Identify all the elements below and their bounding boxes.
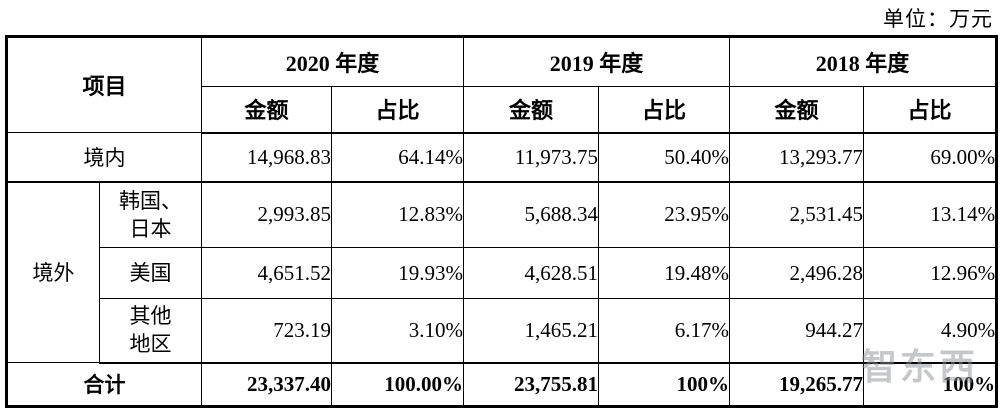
cell-usa-2020-amount: 4,651.52 [201, 247, 333, 299]
header-ratio-2020: 占比 [331, 86, 465, 134]
unit-label: 单位：万元 [883, 7, 993, 31]
cell-domestic-2019-ratio: 50.40% [598, 132, 731, 183]
header-year-2020: 2020 年度 [201, 36, 465, 87]
cell-koreajapan-2020-ratio: 12.83% [331, 181, 465, 248]
header-item: 项目 [5, 36, 203, 133]
cell-domestic-2018-ratio: 69.00% [863, 132, 998, 183]
cell-koreajapan-2019-ratio: 23.95% [598, 181, 731, 248]
cell-usa-2020-ratio: 19.93% [331, 247, 465, 299]
cell-total-2020-amount: 23,337.40 [201, 362, 333, 407]
cell-koreajapan-2018-ratio: 13.14% [863, 181, 998, 248]
table-row-usa: 美国 4,651.52 19.93% 4,628.51 19.48% 2,496… [7, 247, 998, 299]
cell-other-2019-amount: 1,465.21 [463, 298, 600, 364]
row-label-domestic: 境内 [5, 132, 203, 183]
row-label-overseas: 境外 [6, 181, 100, 363]
header-amount-2019: 金额 [463, 86, 600, 134]
cell-koreajapan-2018-amount: 2,531.45 [729, 181, 865, 248]
cell-other-2018-amount: 944.27 [729, 298, 865, 364]
header-ratio-2019: 占比 [598, 86, 731, 134]
cell-domestic-2019-amount: 11,973.75 [463, 132, 600, 183]
cell-total-2019-amount: 23,755.81 [463, 362, 600, 407]
header-row-subcolumns: 金额 占比 金额 占比 金额 占比 [7, 86, 998, 134]
cell-koreajapan-2019-amount: 5,688.34 [463, 181, 600, 248]
cell-usa-2018-ratio: 12.96% [863, 247, 998, 299]
row-label-korea-japan: 韩国、 日本 [98, 181, 203, 248]
cell-usa-2019-amount: 4,628.51 [463, 247, 600, 299]
cell-usa-2019-ratio: 19.48% [598, 247, 731, 299]
row-label-total: 合计 [5, 362, 203, 407]
cell-other-2019-ratio: 6.17% [598, 298, 731, 364]
header-year-2018: 2018 年度 [729, 36, 998, 87]
cell-other-2018-ratio: 4.90% [863, 298, 998, 364]
table-row-other-regions: 其他 地区 723.19 3.10% 1,465.21 6.17% 944.27… [7, 298, 998, 364]
cell-total-2020-ratio: 100.00% [331, 362, 465, 407]
cell-other-2020-ratio: 3.10% [331, 298, 465, 364]
header-row-years: 项目 2020 年度 2019 年度 2018 年度 [5, 36, 998, 133]
header-amount-2018: 金额 [729, 86, 865, 134]
cell-domestic-2020-ratio: 64.14% [331, 132, 465, 183]
row-label-usa: 美国 [98, 247, 203, 299]
cell-domestic-2018-amount: 13,293.77 [729, 132, 865, 183]
cell-other-2020-amount: 723.19 [201, 298, 333, 364]
revenue-by-region-table: 项目 2020 年度 2019 年度 2018 年度 金额 占比 金额 占比 金… [5, 35, 999, 408]
row-label-other-regions: 其他 地区 [98, 298, 203, 364]
table-row-korea-japan: 境外 韩国、 日本 2,993.85 12.83% 5,688.34 23.95… [6, 181, 998, 363]
table-row-domestic: 境内 14,968.83 64.14% 11,973.75 50.40% 13,… [5, 132, 998, 183]
cell-total-2018-ratio: 100% [863, 362, 998, 407]
header-year-2019: 2019 年度 [463, 36, 731, 87]
header-ratio-2018: 占比 [863, 86, 998, 134]
cell-usa-2018-amount: 2,496.28 [729, 247, 865, 299]
cell-domestic-2020-amount: 14,968.83 [201, 132, 333, 183]
cell-total-2018-amount: 19,265.77 [729, 362, 865, 407]
cell-koreajapan-2020-amount: 2,993.85 [201, 181, 333, 248]
cell-total-2019-ratio: 100% [598, 362, 731, 407]
table-row-total: 合计 23,337.40 100.00% 23,755.81 100% 19,2… [5, 362, 998, 407]
header-amount-2020: 金额 [201, 86, 333, 134]
